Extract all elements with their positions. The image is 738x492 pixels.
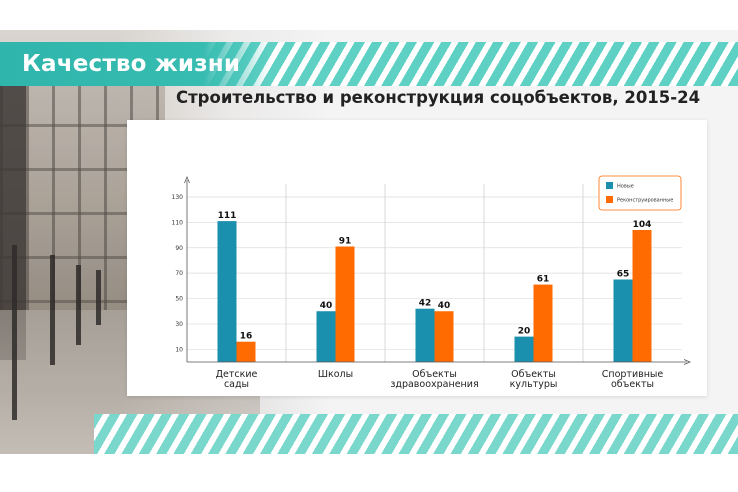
y-tick-label: 90 <box>175 245 183 252</box>
lamp-post <box>96 270 101 325</box>
bar <box>632 230 652 362</box>
x-tick-label: Детские <box>216 369 258 380</box>
y-tick-label: 130 <box>172 194 184 201</box>
legend-swatch <box>606 182 613 189</box>
bar <box>533 284 553 362</box>
legend-label: Новые <box>617 184 634 190</box>
page-title: Качество жизни <box>22 51 241 77</box>
data-label: 42 <box>419 299 432 309</box>
bar <box>434 311 454 362</box>
y-tick-label: 30 <box>175 321 183 328</box>
legend-label: Реконструированные <box>617 198 673 204</box>
legend-box <box>598 175 682 211</box>
y-tick-label: 70 <box>175 270 183 277</box>
bar <box>316 311 336 362</box>
lamp-post <box>50 255 55 365</box>
chart-title: Строительство и реконструкция соцобъекто… <box>176 88 701 107</box>
chart-card: 10 30 50 70 90 110 130 111 16 Детские сады 40 91 Школ… <box>127 120 707 396</box>
header-band <box>0 42 270 86</box>
data-label: 104 <box>633 220 652 230</box>
data-label: 20 <box>518 327 531 337</box>
x-tick-label: Школы <box>318 369 353 380</box>
lamp-post <box>76 265 81 345</box>
data-label: 65 <box>617 270 630 280</box>
bar <box>613 279 633 362</box>
y-tick-label: 10 <box>175 346 183 353</box>
lamp-post <box>12 245 17 420</box>
x-tick-label: Объекты <box>511 369 556 380</box>
bar <box>335 246 355 362</box>
legend-swatch <box>606 196 613 203</box>
data-label: 40 <box>438 301 451 311</box>
bar <box>514 336 534 362</box>
footer-stripes <box>94 414 738 454</box>
data-label: 16 <box>240 332 253 342</box>
x-tick-label: культуры <box>510 379 558 390</box>
x-tick-label: объекты <box>611 379 654 390</box>
data-label: 40 <box>320 301 333 311</box>
x-tick-label: Спортивные <box>602 369 664 380</box>
data-label: 61 <box>537 275 550 285</box>
x-tick-label: здравоохранения <box>390 379 478 390</box>
y-axis-arrow <box>184 175 190 184</box>
x-tick-label: Объекты <box>412 369 457 380</box>
data-label: 91 <box>339 237 352 247</box>
bar <box>236 341 256 362</box>
x-axis-arrow <box>683 359 692 365</box>
data-label: 111 <box>218 211 237 221</box>
y-tick-label: 110 <box>172 219 184 226</box>
bar <box>415 308 435 362</box>
bar <box>217 221 237 362</box>
y-tick-label: 50 <box>175 296 183 303</box>
x-tick-label: сады <box>224 379 249 390</box>
